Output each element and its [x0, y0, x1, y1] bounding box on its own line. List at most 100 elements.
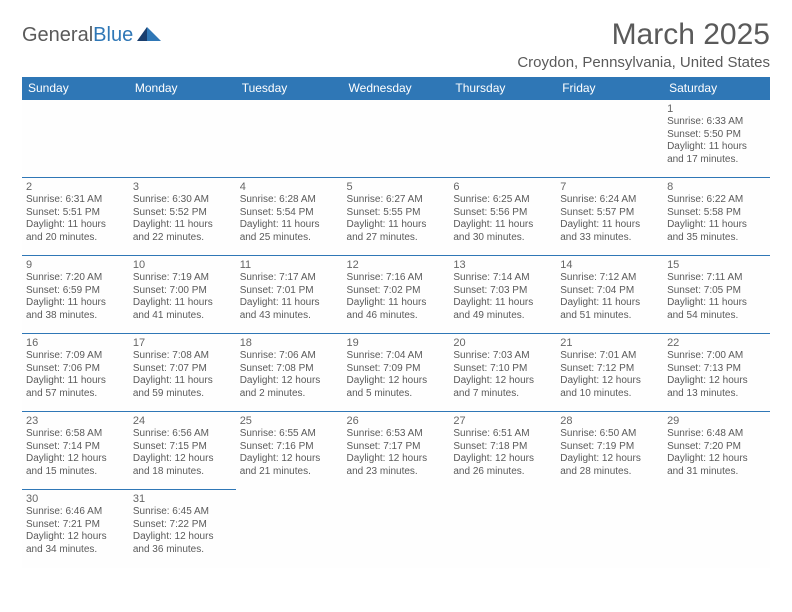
calendar-cell: 19Sunrise: 7:04 AMSunset: 7:09 PMDayligh… [343, 334, 450, 412]
day-detail: Daylight: 11 hours [347, 297, 446, 310]
day-number: 31 [133, 493, 232, 505]
day-number: 12 [347, 259, 446, 271]
day-detail: Sunrise: 7:06 AM [240, 350, 339, 363]
day-detail: and 28 minutes. [560, 466, 659, 479]
day-header: Monday [129, 77, 236, 100]
day-number: 23 [26, 415, 125, 427]
day-detail: Sunrise: 6:28 AM [240, 194, 339, 207]
calendar-cell: 31Sunrise: 6:45 AMSunset: 7:22 PMDayligh… [129, 490, 236, 568]
day-detail: and 34 minutes. [26, 544, 125, 557]
day-detail: Sunset: 7:12 PM [560, 363, 659, 376]
day-detail: Sunrise: 6:58 AM [26, 428, 125, 441]
calendar-cell: 26Sunrise: 6:53 AMSunset: 7:17 PMDayligh… [343, 412, 450, 490]
logo-text-a: General [22, 24, 93, 47]
day-detail: and 30 minutes. [453, 232, 552, 245]
day-detail: Sunrise: 7:00 AM [667, 350, 766, 363]
calendar-cell: 28Sunrise: 6:50 AMSunset: 7:19 PMDayligh… [556, 412, 663, 490]
day-detail: and 25 minutes. [240, 232, 339, 245]
day-detail: Sunrise: 6:50 AM [560, 428, 659, 441]
day-number: 19 [347, 337, 446, 349]
day-detail: and 54 minutes. [667, 310, 766, 323]
day-detail: Daylight: 11 hours [453, 297, 552, 310]
day-detail: Sunset: 7:04 PM [560, 285, 659, 298]
day-detail: and 43 minutes. [240, 310, 339, 323]
calendar-cell: 5Sunrise: 6:27 AMSunset: 5:55 PMDaylight… [343, 178, 450, 256]
day-detail: and 13 minutes. [667, 388, 766, 401]
day-detail: Sunrise: 6:24 AM [560, 194, 659, 207]
day-detail: Daylight: 12 hours [453, 375, 552, 388]
day-detail: and 5 minutes. [347, 388, 446, 401]
day-number: 13 [453, 259, 552, 271]
day-detail: Daylight: 12 hours [560, 453, 659, 466]
day-detail: and 59 minutes. [133, 388, 232, 401]
day-detail: Sunset: 5:54 PM [240, 207, 339, 220]
day-detail: and 41 minutes. [133, 310, 232, 323]
day-detail: Sunset: 7:09 PM [347, 363, 446, 376]
calendar-cell: 23Sunrise: 6:58 AMSunset: 7:14 PMDayligh… [22, 412, 129, 490]
day-detail: Daylight: 12 hours [133, 531, 232, 544]
day-number: 18 [240, 337, 339, 349]
day-detail: Sunset: 7:06 PM [26, 363, 125, 376]
calendar-row: 30Sunrise: 6:46 AMSunset: 7:21 PMDayligh… [22, 490, 770, 568]
day-detail: Sunrise: 7:12 AM [560, 272, 659, 285]
calendar-cell-empty [236, 490, 343, 568]
day-header: Friday [556, 77, 663, 100]
day-detail: Sunset: 7:08 PM [240, 363, 339, 376]
calendar-cell-empty [663, 490, 770, 568]
calendar-cell-empty [556, 490, 663, 568]
day-number: 21 [560, 337, 659, 349]
day-detail: and 35 minutes. [667, 232, 766, 245]
day-number: 11 [240, 259, 339, 271]
day-detail: and 36 minutes. [133, 544, 232, 557]
day-detail: and 20 minutes. [26, 232, 125, 245]
day-number: 15 [667, 259, 766, 271]
day-detail: Sunrise: 7:04 AM [347, 350, 446, 363]
day-detail: Daylight: 12 hours [667, 453, 766, 466]
day-detail: Daylight: 12 hours [133, 453, 232, 466]
day-detail: Sunset: 7:21 PM [26, 519, 125, 532]
day-number: 20 [453, 337, 552, 349]
day-header: Saturday [663, 77, 770, 100]
logo-mark-icon [137, 24, 163, 47]
day-detail: Daylight: 11 hours [240, 297, 339, 310]
day-detail: Sunset: 5:51 PM [26, 207, 125, 220]
calendar-cell: 30Sunrise: 6:46 AMSunset: 7:21 PMDayligh… [22, 490, 129, 568]
day-detail: Sunrise: 6:55 AM [240, 428, 339, 441]
day-detail: Daylight: 11 hours [26, 219, 125, 232]
calendar-body: 1Sunrise: 6:33 AMSunset: 5:50 PMDaylight… [22, 100, 770, 568]
day-detail: Daylight: 12 hours [453, 453, 552, 466]
day-detail: Sunrise: 6:45 AM [133, 506, 232, 519]
calendar-cell: 16Sunrise: 7:09 AMSunset: 7:06 PMDayligh… [22, 334, 129, 412]
day-detail: Daylight: 11 hours [26, 297, 125, 310]
day-number: 22 [667, 337, 766, 349]
calendar-cell: 22Sunrise: 7:00 AMSunset: 7:13 PMDayligh… [663, 334, 770, 412]
calendar-cell: 25Sunrise: 6:55 AMSunset: 7:16 PMDayligh… [236, 412, 343, 490]
day-detail: and 31 minutes. [667, 466, 766, 479]
calendar-cell: 24Sunrise: 6:56 AMSunset: 7:15 PMDayligh… [129, 412, 236, 490]
calendar-row: 16Sunrise: 7:09 AMSunset: 7:06 PMDayligh… [22, 334, 770, 412]
day-detail: Daylight: 11 hours [560, 219, 659, 232]
calendar-cell-empty [236, 100, 343, 178]
day-number: 24 [133, 415, 232, 427]
day-detail: Sunset: 7:10 PM [453, 363, 552, 376]
calendar-cell-empty [449, 100, 556, 178]
day-detail: Daylight: 11 hours [240, 219, 339, 232]
calendar-cell: 18Sunrise: 7:06 AMSunset: 7:08 PMDayligh… [236, 334, 343, 412]
day-detail: Daylight: 11 hours [347, 219, 446, 232]
day-detail: and 38 minutes. [26, 310, 125, 323]
calendar-row: 9Sunrise: 7:20 AMSunset: 6:59 PMDaylight… [22, 256, 770, 334]
day-detail: and 26 minutes. [453, 466, 552, 479]
day-detail: Daylight: 12 hours [560, 375, 659, 388]
day-detail: and 2 minutes. [240, 388, 339, 401]
day-detail: Sunrise: 7:09 AM [26, 350, 125, 363]
day-detail: Daylight: 11 hours [667, 219, 766, 232]
day-detail: Sunrise: 7:20 AM [26, 272, 125, 285]
day-detail: Sunrise: 7:16 AM [347, 272, 446, 285]
day-detail: and 17 minutes. [667, 154, 766, 167]
day-number: 26 [347, 415, 446, 427]
day-number: 30 [26, 493, 125, 505]
day-detail: and 51 minutes. [560, 310, 659, 323]
day-detail: and 57 minutes. [26, 388, 125, 401]
day-number: 9 [26, 259, 125, 271]
calendar-row: 23Sunrise: 6:58 AMSunset: 7:14 PMDayligh… [22, 412, 770, 490]
